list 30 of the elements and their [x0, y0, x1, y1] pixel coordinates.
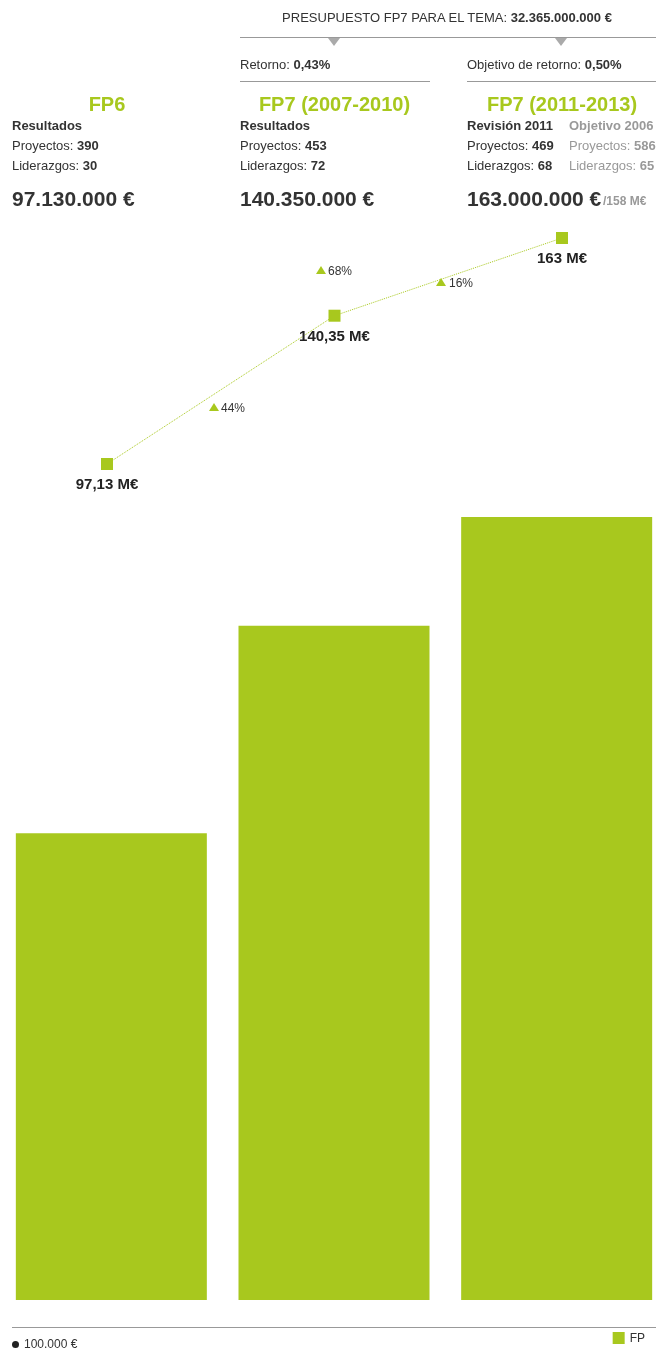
text: Objetivo 2006 [569, 118, 654, 134]
text: Proyectos: 453 [240, 138, 327, 154]
text: Resultados [12, 118, 83, 134]
text: Liderazgos: 68 [467, 158, 553, 174]
text: 97.130.000 € [12, 186, 135, 211]
data-label: 97,13 M€ [75, 475, 139, 492]
text: Retorno: 0,43% [240, 57, 331, 73]
text: Objetivo de retorno: 0,50% [467, 57, 622, 73]
text: 100.000 € [24, 1336, 78, 1352]
text: Proyectos: 586 [569, 138, 656, 154]
annotation: 16% [449, 275, 474, 291]
text: Liderazgos: 30 [12, 158, 98, 174]
text: PRESUPUESTO FP7 PARA EL TEMA: 32.365.000.000 € [282, 10, 612, 26]
data-label: 140,35 M€ [299, 326, 371, 344]
x-tick-label: FP7 (2007-2010) [258, 93, 411, 115]
text: Resultados [240, 118, 311, 134]
text: Revisión 2011 [467, 118, 553, 134]
text: /158 M€ [603, 193, 647, 209]
text: Proyectos: 469 [467, 138, 554, 154]
text: 140.350.000 € [240, 186, 375, 211]
text: 163.000.000 € [467, 186, 602, 211]
text: Liderazgos: 72 [240, 158, 326, 174]
annotation: 68% [328, 263, 353, 279]
annotation: 44% [221, 400, 246, 416]
text: Proyectos: 390 [12, 138, 99, 154]
data-label: 163 M€ [536, 249, 588, 266]
legend-label: FP [629, 1331, 646, 1345]
text: Liderazgos: 65 [569, 158, 655, 174]
x-tick-label: FP6 [88, 93, 126, 115]
x-tick-label: FP7 (2011-2013) [486, 93, 638, 115]
